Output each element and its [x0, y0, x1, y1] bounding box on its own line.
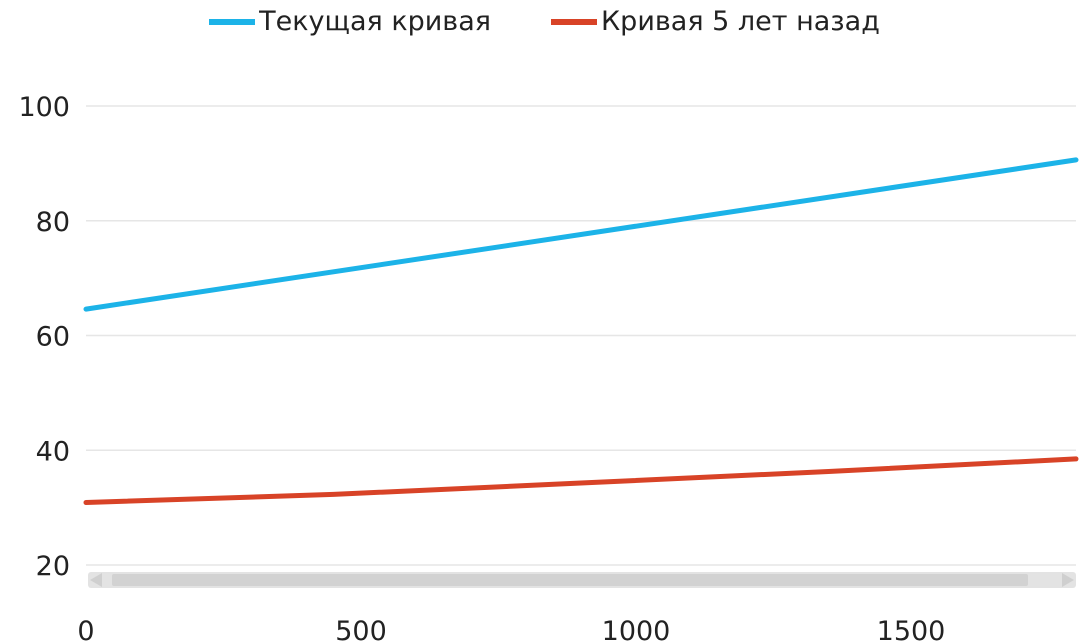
x-tick-label-1000: 1000: [602, 616, 671, 644]
legend-label-curve-5-years-ago: Кривая 5 лет назад: [601, 6, 880, 37]
legend-swatch-current-curve: [209, 19, 256, 25]
series-line-1: [83, 456, 1079, 505]
y-tick-label-20: 20: [36, 551, 70, 582]
legend-label-current-curve: Текущая кривая: [259, 6, 492, 37]
series-line-0: [83, 157, 1079, 312]
scrollbar-left-arrow-icon[interactable]: [90, 573, 102, 587]
x-tick-label-0: 0: [77, 616, 94, 644]
x-tick-label-1500: 1500: [877, 616, 946, 644]
x-tick-label-500: 500: [335, 616, 387, 644]
scrollbar-right-arrow-icon[interactable]: [1062, 573, 1074, 587]
legend-swatch-curve-5-years-ago: [551, 19, 598, 25]
y-tick-label-60: 60: [36, 322, 70, 353]
chart-legend: Текущая кривая Кривая 5 лет назад: [0, 5, 1089, 39]
scrollbar-thumb[interactable]: [112, 574, 1028, 586]
legend-item-curve-5-years-ago[interactable]: Кривая 5 лет назад: [551, 5, 880, 39]
y-tick-label-100: 100: [18, 92, 70, 123]
y-tick-label-40: 40: [36, 436, 70, 467]
y-tick-label-80: 80: [36, 207, 70, 238]
legend-item-current-curve[interactable]: Текущая кривая: [209, 5, 491, 39]
